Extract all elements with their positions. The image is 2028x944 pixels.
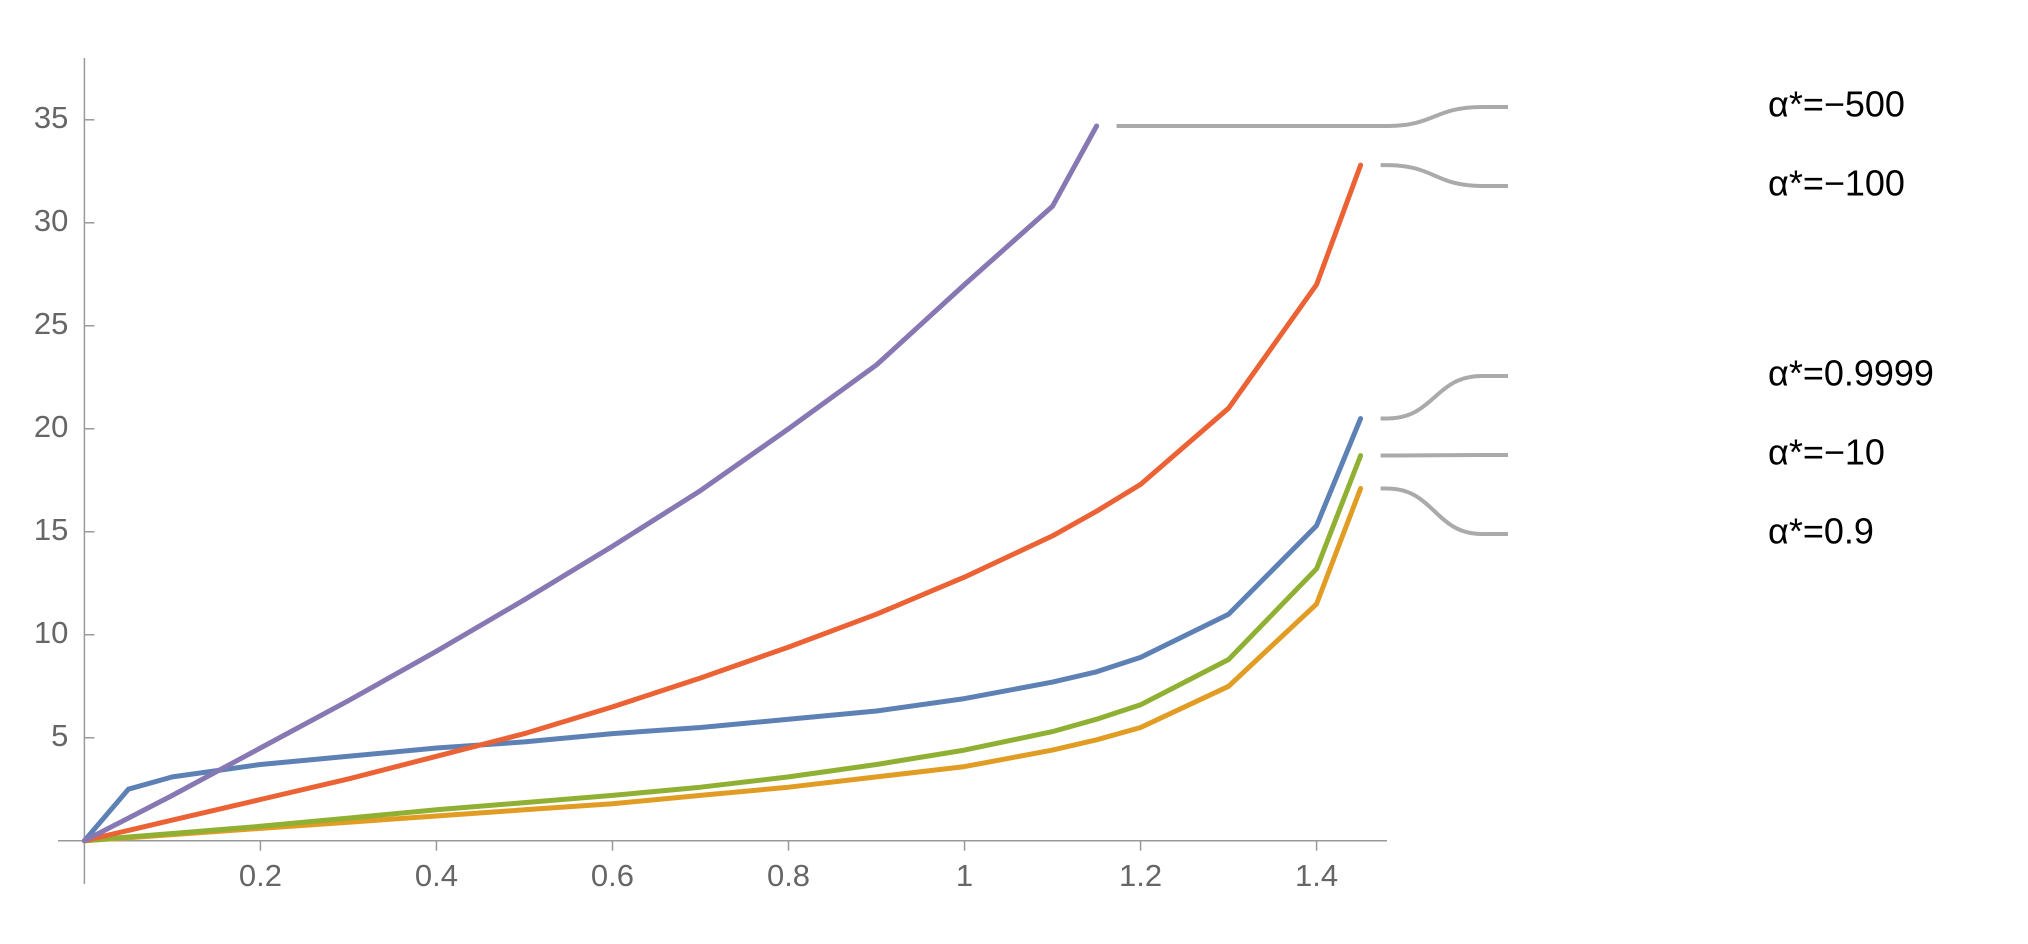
line <box>81 416 1364 844</box>
legend-label: α*=0.9 <box>1768 511 1874 552</box>
line <box>81 123 1100 844</box>
x-tick-label: 0.2 <box>239 858 282 893</box>
legend-label: α*=−500 <box>1768 84 1905 125</box>
line <box>81 486 1364 844</box>
legend-label: α*=−10 <box>1768 432 1885 473</box>
leader-line <box>1380 486 1508 536</box>
y-tick-label: 35 <box>34 100 68 135</box>
y-tick-label: 10 <box>34 615 68 650</box>
legend-label: α*=0.9999 <box>1768 353 1934 394</box>
y-tick-label: 15 <box>34 512 68 547</box>
leader-line <box>1380 374 1508 421</box>
x-tick-label: 1 <box>956 858 973 893</box>
x-tick-label: 0.4 <box>415 858 458 893</box>
leader-line <box>1116 105 1508 128</box>
y-tick-label: 20 <box>34 409 68 444</box>
y-tick-label: 25 <box>34 306 68 341</box>
line <box>81 453 1364 844</box>
leader-line <box>1380 163 1508 188</box>
x-tick-label: 0.6 <box>591 858 634 893</box>
x-tick-label: 0.8 <box>767 858 810 893</box>
leader-line <box>1380 453 1508 458</box>
x-tick-label: 1.2 <box>1119 858 1162 893</box>
line <box>81 162 1364 844</box>
y-tick-label: 5 <box>51 718 68 753</box>
legend-label: α*=−100 <box>1768 163 1905 204</box>
y-tick-label: 30 <box>34 203 68 238</box>
x-tick-label: 1.4 <box>1295 858 1338 893</box>
